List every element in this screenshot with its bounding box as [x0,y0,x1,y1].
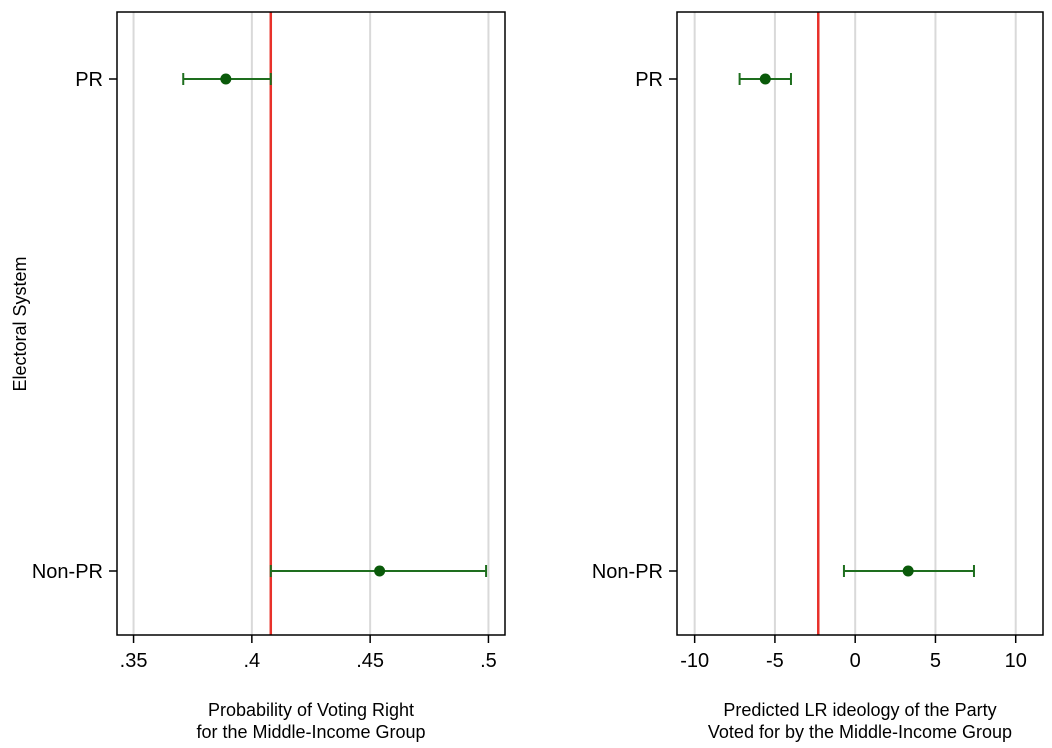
y-axis-label: Electoral System [10,256,30,391]
x-axis-label-line: Predicted LR ideology of the Party [723,700,996,720]
y-tick-label: PR [75,69,103,91]
right-panel: PR Non-PR -10 -5 0 5 10 Predicted LR ideology o… [592,11,1044,742]
point-estimate [220,73,232,85]
y-tick-label: Non-PR [32,561,103,583]
x-tick-label: .45 [356,650,384,672]
x-tick-label: -5 [766,650,784,672]
x-tick-label: -10 [680,650,709,672]
point-estimate [902,565,914,577]
x-axis-label-line: Probability of Voting Right [208,700,414,720]
x-tick-label: .4 [244,650,261,672]
plot-frame [676,11,1044,636]
plot-frame [116,11,506,636]
y-tick-label: Non-PR [592,561,663,583]
x-tick-label: 0 [850,650,861,672]
left-panel: PR Non-PR .35 .4 .45 .5 Probability of Voting … [32,11,506,742]
x-tick-label: .5 [480,650,497,672]
x-tick-label: 5 [930,650,941,672]
x-tick-label: .35 [120,650,148,672]
x-axis-label-line: for the Middle-Income Group [196,722,425,742]
point-estimate [374,565,386,577]
x-tick-label: 10 [1005,650,1027,672]
point-estimate [759,73,771,85]
y-tick-label: PR [635,69,663,91]
x-axis-label-line: Voted for by the Middle-Income Group [708,722,1012,742]
